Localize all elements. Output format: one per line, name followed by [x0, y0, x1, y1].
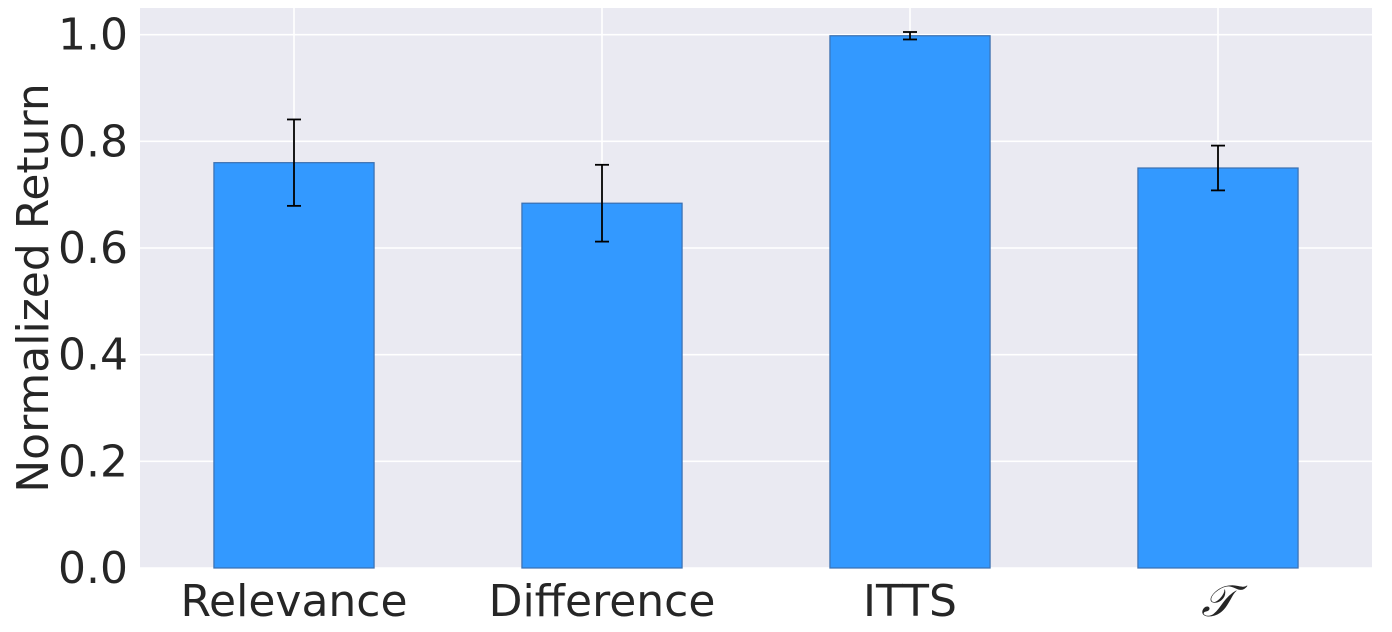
bar: [213, 162, 375, 569]
error-bars: [287, 31, 1225, 243]
y-tick-label: 0.4: [58, 330, 128, 381]
bar: [1137, 167, 1299, 569]
x-tick-label: Difference: [489, 576, 716, 627]
error-bar: [287, 118, 301, 207]
x-tick-label: Relevance: [180, 576, 407, 627]
x-tick-label: ITTS: [863, 576, 957, 627]
error-bar: [1211, 144, 1225, 192]
y-tick-labels: 0.0 0.2 0.4 0.6 0.8 1.0: [58, 10, 128, 594]
y-tick-label: 0.0: [58, 543, 128, 594]
error-bar: [595, 163, 609, 243]
y-axis-label: Normalized Return: [8, 83, 59, 493]
bars: [213, 35, 1299, 569]
x-tick-label: 𝒯: [1201, 576, 1248, 627]
y-tick-label: 0.6: [58, 223, 128, 274]
bar: [521, 202, 683, 569]
bar: [829, 35, 991, 569]
x-tick-labels: Relevance Difference ITTS 𝒯: [180, 576, 1248, 627]
y-tick-label: 1.0: [58, 10, 128, 61]
y-tick-label: 0.8: [58, 116, 128, 167]
y-tick-label: 0.2: [58, 436, 128, 487]
error-bar: [903, 31, 917, 41]
